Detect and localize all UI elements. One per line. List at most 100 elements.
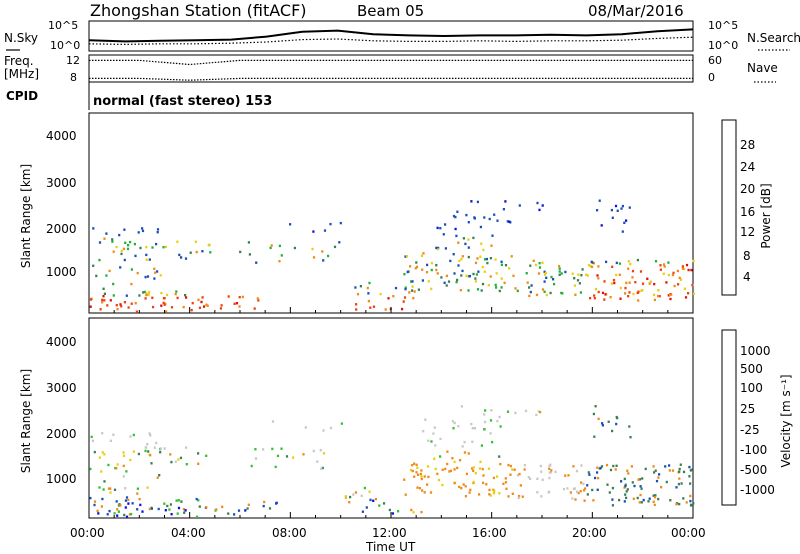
heatmap-cell (460, 405, 463, 408)
heatmap-cell (471, 427, 474, 430)
heatmap-cell (451, 457, 454, 460)
heatmap-cell (523, 468, 526, 471)
heatmap-cell (477, 270, 480, 273)
heatmap-cell (101, 298, 104, 302)
heatmap-cell (535, 263, 538, 267)
heatmap-cell (144, 297, 147, 300)
heatmap-cell (517, 496, 520, 500)
heatmap-cell (638, 501, 641, 504)
heatmap-cell (205, 506, 208, 509)
heatmap-cell (322, 429, 325, 432)
heatmap-cell (184, 257, 188, 260)
heatmap-cell (593, 435, 596, 438)
heatmap-cell (639, 493, 642, 497)
heatmap-cell (488, 488, 491, 492)
heatmap-cell (461, 269, 464, 273)
heatmap-cell (378, 504, 381, 507)
heatmap-cell (690, 268, 693, 272)
heatmap-cell (254, 457, 258, 460)
heatmap-cell (662, 272, 665, 275)
heatmap-cell (463, 451, 466, 454)
heatmap-cell (581, 268, 584, 271)
heatmap-cell (488, 217, 491, 221)
heatmap-cell (355, 303, 358, 306)
heatmap-cell (118, 233, 121, 237)
heatmap-cell (163, 303, 166, 306)
heatmap-cell (329, 426, 332, 430)
heatmap-cell (603, 280, 606, 283)
heatmap-cell (195, 497, 198, 501)
heatmap-cell (404, 255, 407, 258)
heatmap-cell (103, 292, 106, 295)
heatmap-cell (489, 257, 492, 260)
heatmap-cell (631, 481, 634, 484)
heatmap-cell (456, 466, 459, 470)
heatmap-cell (672, 271, 675, 275)
noise-right-tick-lo: 10^0 (708, 39, 738, 52)
heatmap-cell (478, 493, 481, 496)
heatmap-cell (502, 482, 505, 485)
heatmap-cell (681, 267, 684, 270)
heatmap-cell (572, 465, 575, 468)
heatmap-cell (526, 281, 529, 284)
heatmap-cell (136, 487, 139, 490)
heatmap-cell (508, 220, 511, 223)
heatmap-cell (576, 279, 580, 282)
heatmap-cell (323, 229, 327, 232)
heatmap-cell (606, 483, 609, 486)
heatmap-cell (174, 460, 177, 463)
heatmap-cell (571, 272, 574, 275)
heatmap-cell (516, 474, 520, 477)
heatmap-cell (541, 261, 544, 264)
heatmap-cell (639, 485, 642, 488)
heatmap-cell (543, 273, 546, 276)
heatmap-cell (159, 274, 162, 277)
heatmap-cell (206, 304, 209, 307)
heatmap-cell (444, 223, 447, 226)
heatmap-cell (625, 219, 628, 222)
nave-tick-lo: 0 (708, 71, 715, 84)
heatmap-cell (129, 435, 132, 438)
heatmap-cell (154, 271, 157, 274)
heatmap-cell (90, 435, 93, 439)
heatmap-cell (119, 504, 122, 507)
heatmap-cell (175, 499, 178, 502)
heatmap-cell (415, 471, 418, 474)
heatmap-cell (98, 486, 101, 489)
heatmap-cell (394, 286, 398, 290)
heatmap-cell (536, 491, 539, 494)
station-title: Zhongshan Station (fitACF) (90, 1, 307, 20)
heatmap-cell (641, 282, 645, 285)
power-cbar-tick-4: 4 (743, 270, 751, 284)
heatmap-cell (374, 497, 377, 501)
heatmap-cell (472, 466, 475, 469)
heatmap-cell (561, 292, 564, 295)
heatmap-cell (494, 283, 497, 287)
heatmap-cell (489, 419, 493, 422)
heatmap-cell (604, 293, 607, 296)
heatmap-cell (458, 259, 461, 263)
heatmap-cell (446, 462, 449, 466)
heatmap-cell (519, 484, 522, 487)
heatmap-cell (489, 494, 492, 497)
heatmap-cell (168, 508, 171, 511)
heatmap-cell (646, 277, 649, 280)
heatmap-cell (474, 280, 477, 283)
heatmap-cell (151, 246, 154, 249)
heatmap-cell (467, 238, 470, 241)
heatmap-cell (185, 446, 188, 449)
heatmap-cell (625, 490, 628, 493)
heatmap-cell (654, 494, 657, 497)
heatmap-cell (652, 500, 655, 503)
heatmap-cell (403, 478, 406, 481)
heatmap-cell (227, 295, 230, 298)
heatmap-cell (461, 445, 464, 448)
nsearch-label: N.Search (747, 31, 800, 45)
heatmap-cell (446, 450, 449, 453)
heatmap-cell (120, 249, 123, 252)
heatmap-cell (688, 475, 691, 478)
heatmap-cell (657, 476, 660, 479)
x-axis-ticks (88, 307, 694, 518)
heatmap-cell (676, 269, 679, 273)
colorbar-frame (721, 329, 737, 506)
